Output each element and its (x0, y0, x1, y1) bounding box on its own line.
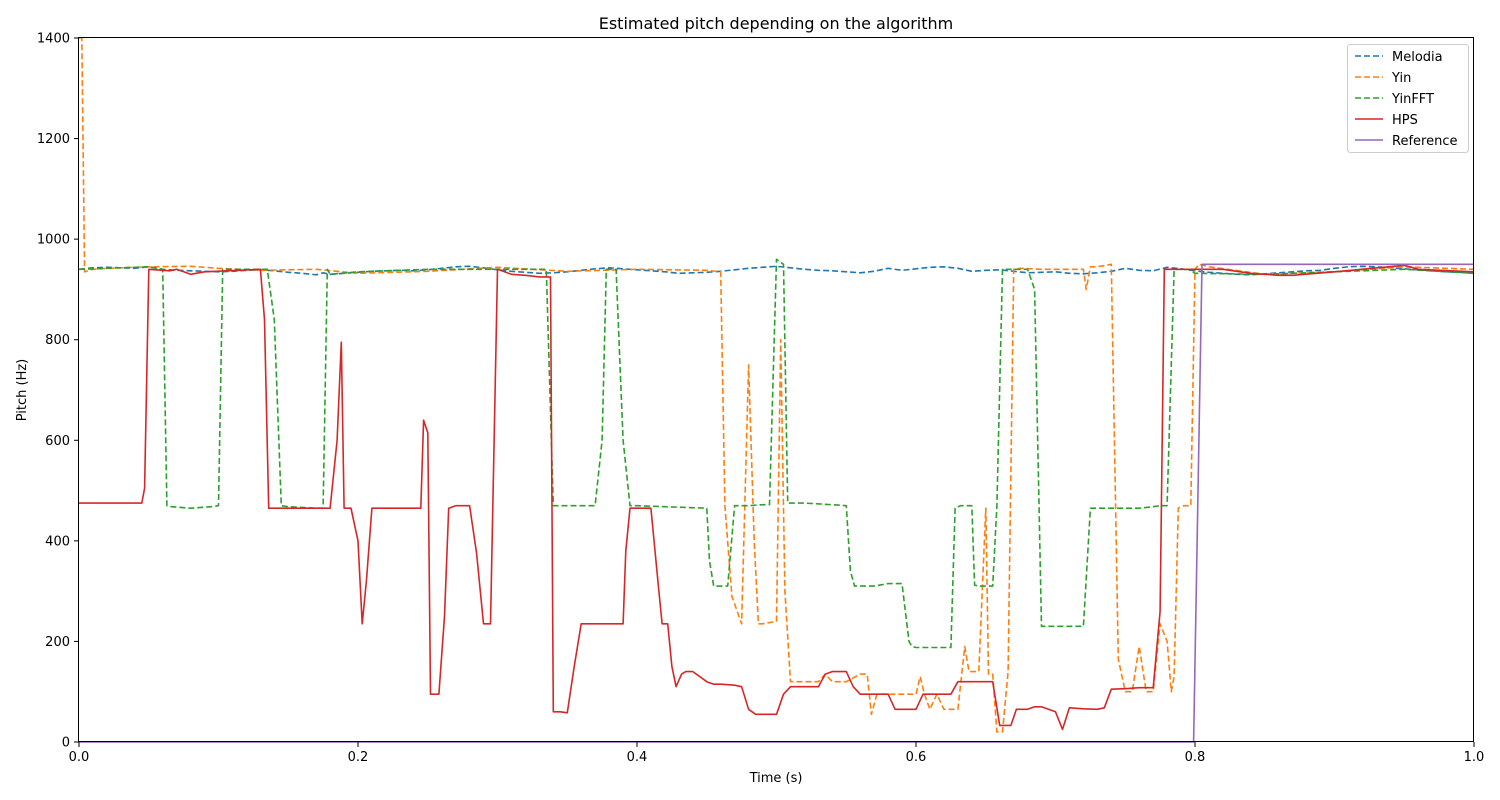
x-tick-label: 1.0 (1464, 750, 1485, 765)
plot-frame (78, 37, 1474, 742)
legend-label-reference: Reference (1392, 134, 1457, 149)
series-line-hps (79, 264, 1475, 731)
x-tick-label: 0.0 (69, 750, 90, 765)
legend-box (1347, 44, 1469, 153)
legend-label-yin: Yin (1391, 71, 1411, 86)
y-tick-label: 400 (45, 534, 70, 549)
y-axis-label: Pitch (Hz) (15, 359, 30, 422)
legend: Melodia Yin YinFFT HPS Reference (1347, 44, 1469, 153)
series-line-yinfft (78, 258, 1475, 649)
chart-title: Estimated pitch depending on the algorit… (599, 14, 954, 33)
x-tick-label: 0.8 (1185, 750, 1206, 765)
y-tick-label: 800 (45, 333, 70, 348)
x-tick-label: 0.6 (906, 750, 927, 765)
legend-label-yinfft: YinFFT (1391, 92, 1434, 107)
legend-label-hps: HPS (1392, 113, 1418, 128)
x-tick-label: 0.4 (627, 750, 648, 765)
legend-label-melodia: Melodia (1392, 50, 1443, 65)
x-axis-ticks: 0.0 0.2 0.4 0.6 0.8 1.0 (69, 742, 1485, 765)
y-tick-label: 1000 (37, 233, 70, 248)
y-tick-label: 1400 (37, 32, 70, 47)
x-axis-label: Time (s) (749, 771, 803, 786)
y-tick-label: 200 (45, 635, 70, 650)
y-axis-ticks: 0 200 400 600 800 1000 1200 1400 (37, 32, 79, 751)
y-tick-label: 600 (45, 434, 70, 449)
y-tick-label: 0 (62, 736, 70, 751)
x-tick-label: 0.2 (348, 750, 369, 765)
y-tick-label: 1200 (37, 132, 70, 147)
